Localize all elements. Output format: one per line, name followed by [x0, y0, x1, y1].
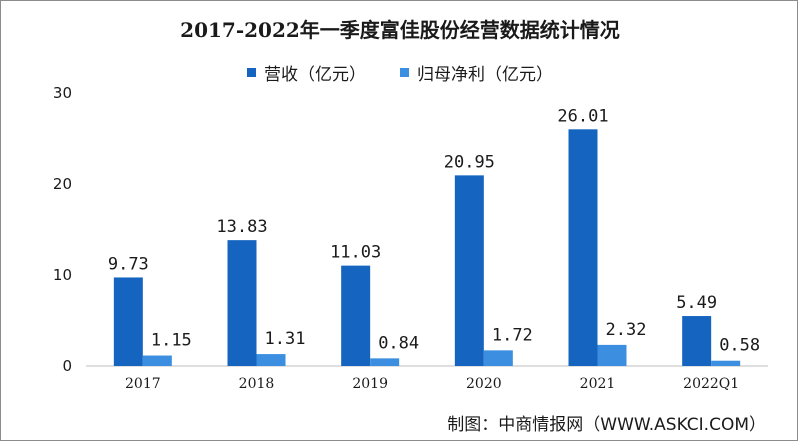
- bar-revenue-2017: [113, 277, 143, 366]
- y-tick-label: 10: [53, 266, 72, 284]
- legend-label-revenue: 营收（亿元）: [264, 65, 366, 85]
- bar-revenue-2022Q1: [682, 316, 712, 366]
- legend-swatch-net-profit: [400, 68, 409, 77]
- data-label-net-profit-2022Q1: 0.58: [719, 336, 760, 356]
- data-label-net-profit-2018: 1.31: [265, 329, 306, 349]
- y-tick-label: 30: [53, 84, 72, 102]
- x-tick-label: 2017: [125, 376, 161, 392]
- x-tick-label: 2022Q1: [683, 376, 739, 392]
- chart-title: 2017-2022年一季度富佳股份经营数据统计情况: [180, 18, 620, 42]
- legend-item-revenue: 营收（亿元）: [247, 60, 366, 85]
- y-tick-label: 20: [53, 175, 72, 193]
- legend-swatch-revenue: [247, 68, 256, 77]
- data-label-net-profit-2017: 1.15: [151, 331, 192, 351]
- bar-net-profit-2022Q1: [711, 360, 741, 366]
- bar-net-profit-2021: [597, 344, 627, 366]
- data-label-revenue-2018: 13.83: [216, 217, 267, 237]
- x-tick-label: 2019: [352, 376, 388, 392]
- x-tick-label: 2021: [580, 376, 616, 392]
- bar-revenue-2020: [454, 175, 484, 366]
- data-label-revenue-2021: 26.01: [557, 106, 608, 126]
- bar-revenue-2021: [568, 129, 598, 366]
- data-label-net-profit-2021: 2.32: [606, 320, 647, 340]
- data-label-revenue-2017: 9.73: [108, 254, 149, 274]
- data-label-net-profit-2020: 1.72: [492, 325, 533, 345]
- source-credit: 制图：中商情报网（WWW.ASKCI.COM）: [447, 415, 766, 435]
- legend-item-net-profit: 归母净利（亿元）: [400, 60, 553, 85]
- bar-net-profit-2019: [370, 358, 400, 366]
- legend-label-net-profit: 归母净利（亿元）: [417, 65, 553, 85]
- data-label-revenue-2020: 20.95: [444, 152, 495, 172]
- data-label-revenue-2022Q1: 5.49: [676, 293, 717, 313]
- bar-net-profit-2018: [256, 354, 286, 366]
- x-tick-label: 2018: [239, 376, 275, 392]
- x-tick-label: 2020: [466, 376, 502, 392]
- y-tick-label: 0: [62, 357, 72, 375]
- bar-net-profit-2017: [142, 355, 172, 366]
- chart-legend: 营收（亿元） 归母净利（亿元）: [0, 60, 800, 85]
- data-label-net-profit-2019: 0.84: [378, 333, 419, 353]
- data-label-revenue-2019: 11.03: [330, 243, 381, 263]
- bar-revenue-2018: [227, 240, 257, 366]
- bar-revenue-2019: [341, 265, 371, 366]
- bar-net-profit-2020: [483, 350, 513, 366]
